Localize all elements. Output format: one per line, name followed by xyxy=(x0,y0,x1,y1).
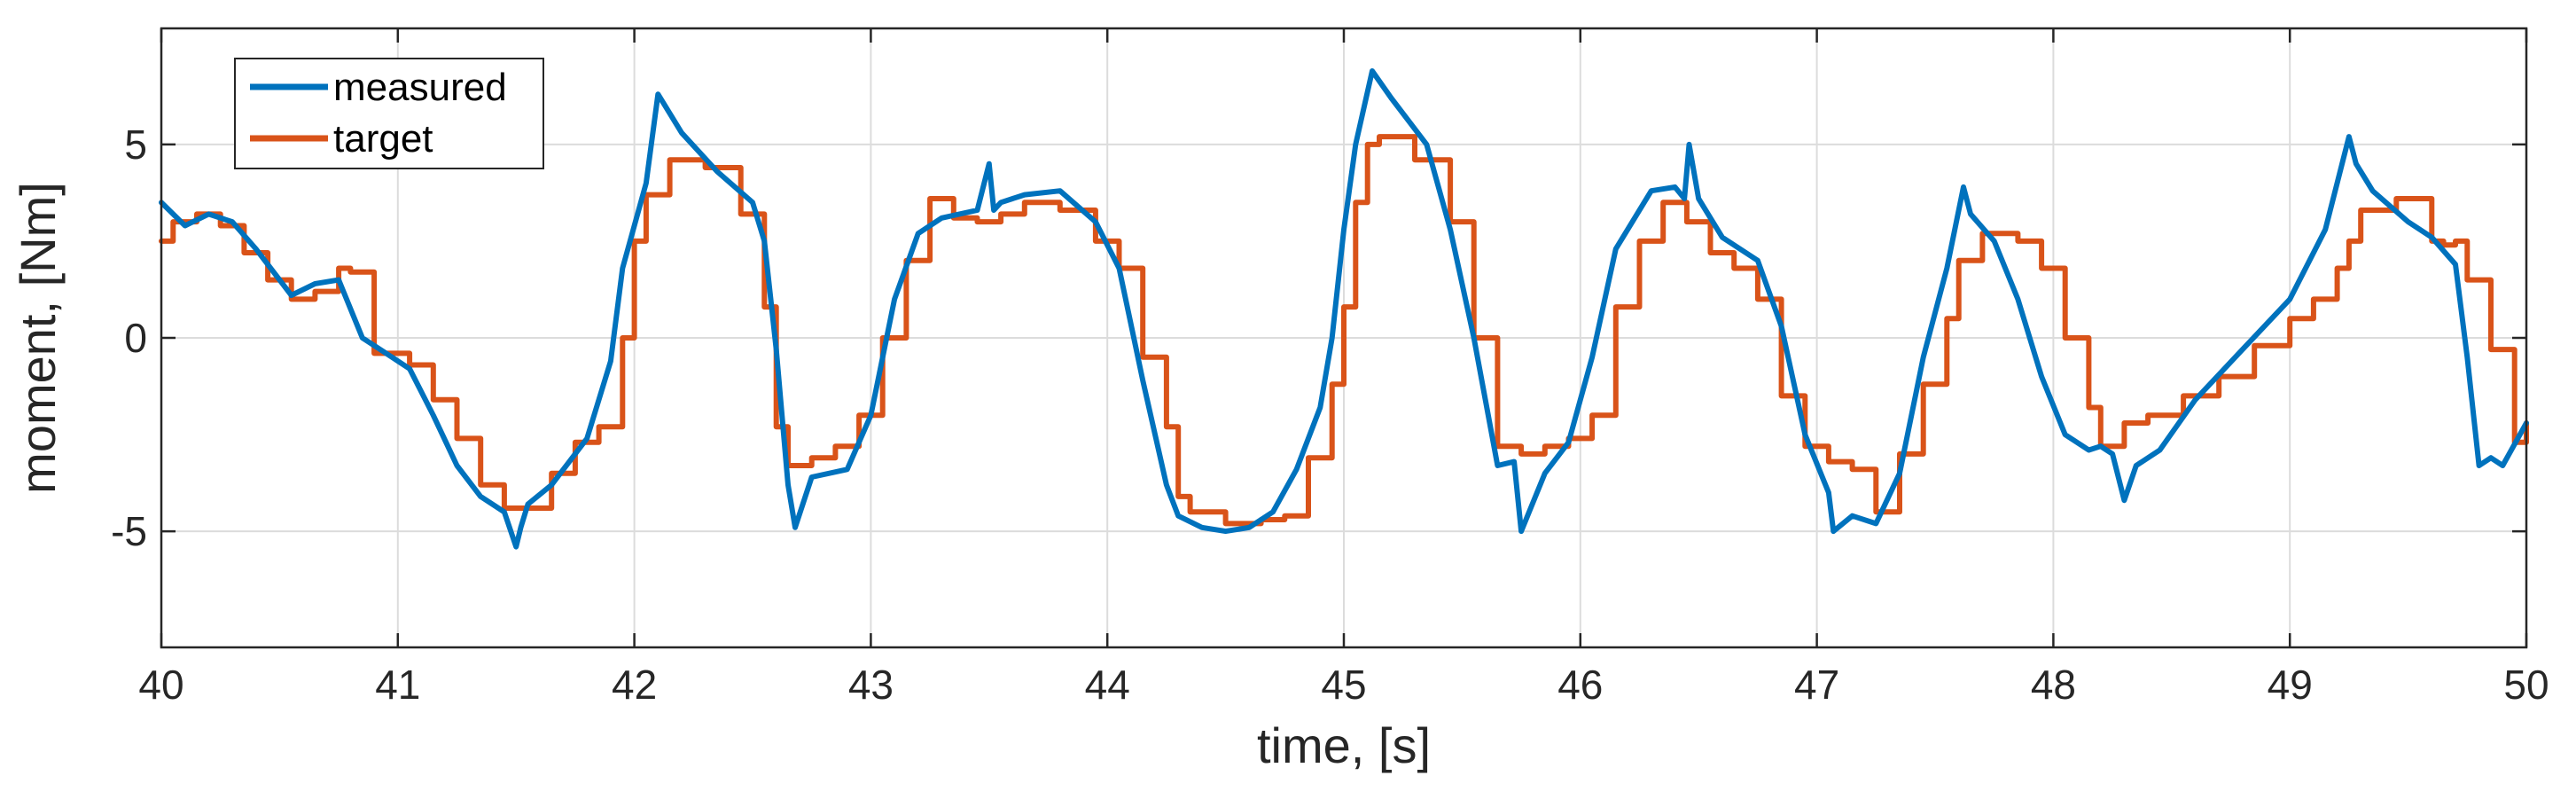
y-tick-label: 5 xyxy=(124,121,147,168)
x-tick-label: 43 xyxy=(848,662,894,708)
x-tick-label: 50 xyxy=(2503,662,2549,708)
series-line-measured xyxy=(159,68,2529,550)
legend-label-measured: measured xyxy=(333,66,507,109)
legend: measured target xyxy=(234,58,544,169)
x-axis-label: time, [s] xyxy=(1257,717,1431,773)
series-line-target xyxy=(159,134,2529,527)
x-tick-label: 45 xyxy=(1321,662,1366,708)
x-tick-label: 49 xyxy=(2268,662,2313,708)
x-tick-label: 44 xyxy=(1085,662,1130,708)
legend-box xyxy=(234,58,544,169)
x-tick-label: 46 xyxy=(1557,662,1603,708)
x-tick-label: 41 xyxy=(375,662,420,708)
legend-label-target: target xyxy=(333,117,433,161)
x-tick-label: 42 xyxy=(612,662,657,708)
series-group xyxy=(159,68,2529,550)
y-axis-label: moment, [Nm] xyxy=(10,182,66,494)
y-tick-label: 0 xyxy=(124,315,147,361)
y-tick-label: -5 xyxy=(111,508,147,554)
x-tick-label: 40 xyxy=(138,662,183,708)
x-tick-label: 48 xyxy=(2031,662,2076,708)
ticks: 40 41 42 43 44 45 46 47 48 49 50 -5 0 5 xyxy=(111,28,2549,708)
x-tick-label: 47 xyxy=(1794,662,1839,708)
